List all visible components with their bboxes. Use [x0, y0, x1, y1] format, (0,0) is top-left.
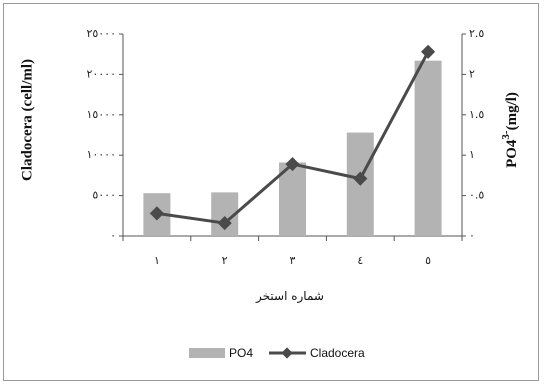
cladocera-marker: [285, 157, 300, 172]
x-tick-label: ١: [154, 254, 160, 267]
x-tick-label: ٥: [425, 254, 431, 267]
y-right-axis-title-main: PO4: [504, 139, 520, 168]
line-group: [149, 44, 436, 231]
legend-cladocera-label: Cladocera: [310, 346, 365, 360]
x-axis-title: شماره استخر: [255, 289, 324, 304]
x-tick-label: ٣: [290, 254, 296, 267]
x-tick-label: ٢: [222, 254, 228, 267]
y-left-tick-label: ٢٥٠٠٠: [86, 27, 116, 40]
cladocera-marker: [149, 206, 164, 221]
y-left-tick-label: ٠: [110, 229, 116, 242]
legend-cladocera-marker: [281, 347, 293, 359]
legend-po4-label: PO4: [229, 346, 253, 360]
legend-po4-swatch: [189, 348, 225, 358]
po4-bar: [414, 60, 442, 236]
cladocera-marker: [217, 216, 232, 231]
y-right-tick-label: ٢.٥: [469, 27, 484, 40]
y-right-tick-label: ٠: [469, 229, 475, 242]
po4-bar: [279, 162, 306, 236]
y-left-tick-label: ١٥٠٠٠: [86, 108, 116, 121]
y-left-tick-label: ٢٠٠٠٠: [86, 67, 116, 80]
y-right-tick-label: ٢: [469, 67, 475, 80]
y-right-tick-label: ٠.٥: [469, 189, 484, 202]
y-right-axis-title-sup: 3-: [500, 130, 512, 140]
y-right-axis-title-unit: (mg/l): [504, 92, 520, 130]
cladocera-marker: [353, 171, 368, 186]
cladocera-marker: [421, 44, 436, 59]
y-right-axis-title: PO43-(mg/l): [500, 92, 521, 168]
legend: PO4 Cladocera: [189, 346, 365, 360]
ticks-group: ٠ ٥٠٠٠ ١٠٠٠٠ ١٥٠٠٠ ٢٠٠٠٠ ٢٥٠٠٠ ٠ ٠.٥ ١ ١.٥ ٢ ٢.٥ ١ ٢ ٣…: [86, 27, 484, 267]
y-left-axis-title: Cladocera (cell/ml): [19, 59, 35, 181]
chart-frame: [3, 3, 539, 381]
y-right-tick-label: ١: [469, 148, 475, 161]
x-tick-label: ٤: [357, 254, 363, 267]
y-left-tick-label: ٥٠٠٠: [92, 189, 116, 202]
y-left-tick-label: ١٠٠٠٠: [86, 148, 116, 161]
bars-group: [143, 60, 442, 236]
y-right-tick-label: ١.٥: [469, 108, 484, 121]
